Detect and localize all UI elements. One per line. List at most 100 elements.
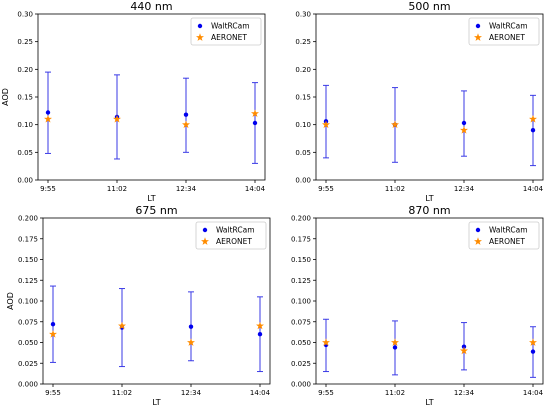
- aeronet-point: [322, 338, 330, 346]
- aeronet-point: [322, 120, 330, 129]
- waltrcam-point: [45, 110, 51, 115]
- x-tick-label: 11:02: [385, 389, 405, 397]
- y-tick-label: 0.20: [295, 66, 311, 74]
- x-tick-label: 14:04: [245, 185, 266, 193]
- aeronet-point: [460, 346, 468, 355]
- y-tick-label: 0.25: [17, 38, 33, 46]
- chart-title: 675 nm: [135, 204, 177, 217]
- y-tick-label: 0.00: [17, 177, 33, 185]
- x-tick-label: 12:34: [176, 185, 197, 193]
- x-tick-label: 9:55: [318, 389, 334, 397]
- y-tick-label: 0.30: [17, 11, 33, 19]
- legend-waltrcam-marker: [475, 227, 481, 233]
- x-tick-label: 12:34: [181, 389, 202, 397]
- aeronet-point: [391, 120, 399, 129]
- aeronet-point: [529, 114, 537, 123]
- legend-waltrcam-label: WaltRCam: [489, 226, 528, 235]
- y-tick-label: 0.100: [291, 298, 311, 306]
- y-axis-label: AOD: [6, 292, 15, 310]
- waltrcam-point: [252, 120, 258, 126]
- aeronet-point: [391, 338, 399, 346]
- y-tick-label: 0.15: [17, 94, 33, 102]
- legend-waltrcam-label: WaltRCam: [216, 226, 255, 235]
- legend-box: [468, 17, 540, 46]
- aeronet-point: [256, 321, 264, 330]
- x-axis-label: LT: [147, 194, 155, 203]
- legend-aeronet-marker: [196, 33, 204, 41]
- y-tick-label: 0.050: [291, 339, 311, 347]
- chart-title: 870 nm: [408, 204, 450, 217]
- aeronet-point: [49, 330, 57, 338]
- y-tick-label: 0.175: [18, 235, 38, 243]
- y-tick-label: 0.000: [291, 381, 311, 389]
- aeronet-point: [44, 114, 52, 123]
- waltrcam-point: [461, 120, 467, 126]
- legend-waltrcam-marker: [197, 23, 203, 29]
- subplot-3: 675 nm 0.000 0.025 0.050 0.075 0.100 0.125 0.15…: [6, 204, 271, 406]
- y-tick-label: 0.05: [17, 149, 33, 157]
- y-tick-label: 0.000: [18, 381, 38, 389]
- waltrcam-point: [530, 349, 536, 354]
- waltrcam-point: [392, 345, 398, 350]
- y-tick-label: 0.025: [291, 360, 311, 368]
- x-axis-label: LT: [152, 398, 160, 406]
- legend-waltrcam-marker: [202, 227, 208, 233]
- subplot-1: 440 nm 0.00 0.05 0.10 0.15 0.20 0.25 0.30 9:55 11…: [1, 0, 266, 203]
- y-axis-label: AOD: [1, 88, 10, 106]
- legend-aeronet-marker: [201, 237, 209, 245]
- legend-aeronet-marker: [474, 33, 482, 41]
- x-tick-label: 9:55: [318, 185, 334, 193]
- legend-aeronet-marker: [474, 237, 482, 245]
- aeronet-point: [182, 120, 190, 129]
- y-tick-label: 0.075: [18, 318, 38, 326]
- y-tick-label: 0.30: [295, 11, 311, 19]
- legend-aeronet-label: AERONET: [211, 33, 247, 42]
- legend-waltrcam-label: WaltRCam: [489, 22, 528, 31]
- legend-box: [195, 221, 267, 250]
- y-tick-label: 0.050: [18, 339, 38, 347]
- x-tick-label: 12:34: [454, 389, 475, 397]
- aeronet-point: [118, 321, 126, 330]
- chart-title: 500 nm: [408, 0, 450, 13]
- aeronet-point: [460, 126, 468, 134]
- legend-box: [468, 221, 540, 250]
- y-tick-label: 0.100: [18, 298, 38, 306]
- y-tick-label: 0.15: [295, 94, 311, 102]
- legend-aeronet-label: AERONET: [489, 33, 525, 42]
- x-tick-label: 11:02: [107, 185, 127, 193]
- chart-title: 440 nm: [130, 0, 172, 13]
- x-tick-label: 11:02: [385, 185, 405, 193]
- legend-aeronet-label: AERONET: [216, 237, 252, 246]
- y-tick-label: 0.05: [295, 149, 311, 157]
- y-tick-label: 0.125: [291, 277, 311, 285]
- y-tick-label: 0.25: [295, 38, 311, 46]
- y-tick-label: 0.075: [291, 318, 311, 326]
- y-tick-label: 0.00: [295, 177, 311, 185]
- subplot-4: 870 nm 0.000 0.025 0.050 0.075 0.100 0.125 0.15…: [291, 204, 544, 406]
- subplot-2: 500 nm 0.00 0.05 0.10 0.15 0.20 0.25 0.30 9:55 11…: [295, 0, 543, 203]
- aeronet-point: [187, 338, 195, 346]
- y-tick-label: 0.10: [295, 121, 311, 129]
- waltrcam-point: [257, 332, 263, 337]
- x-tick-label: 11:02: [112, 389, 132, 397]
- x-axis-label: LT: [425, 194, 433, 203]
- legend-box: [190, 17, 262, 46]
- x-tick-label: 12:34: [454, 185, 475, 193]
- y-tick-label: 0.200: [291, 215, 311, 223]
- y-tick-label: 0.20: [17, 66, 33, 74]
- y-tick-label: 0.10: [17, 121, 33, 129]
- aeronet-point: [529, 338, 537, 346]
- x-axis-label: LT: [425, 398, 433, 406]
- legend-waltrcam-marker: [475, 23, 481, 29]
- y-tick-label: 0.150: [18, 256, 38, 264]
- waltrcam-point: [188, 324, 194, 329]
- y-tick-label: 0.025: [18, 360, 38, 368]
- x-tick-label: 14:04: [250, 389, 271, 397]
- x-tick-label: 9:55: [45, 389, 61, 397]
- waltrcam-point: [530, 128, 536, 133]
- x-tick-label: 9:55: [40, 185, 56, 193]
- legend-waltrcam-label: WaltRCam: [211, 22, 250, 31]
- y-tick-label: 0.175: [291, 235, 311, 243]
- y-tick-label: 0.150: [291, 256, 311, 264]
